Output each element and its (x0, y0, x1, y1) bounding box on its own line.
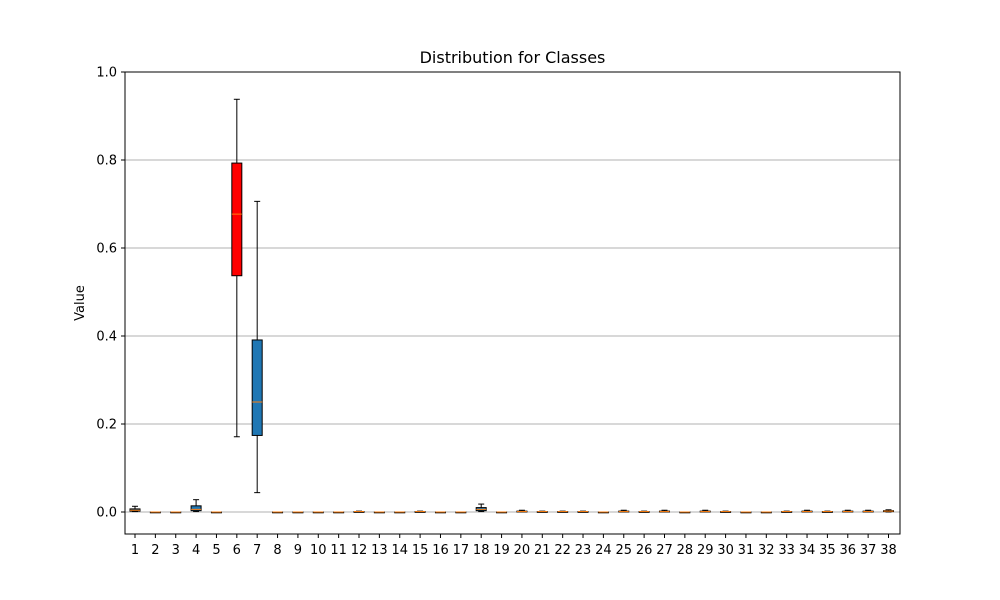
x-tick-label: 26 (636, 543, 653, 558)
box-11 (333, 511, 345, 514)
box-6 (231, 98, 243, 438)
x-tick-label: 5 (212, 543, 220, 558)
box-7 (251, 200, 263, 494)
x-tick-label: 25 (615, 543, 632, 558)
x-tick-label: 10 (310, 543, 327, 558)
x-tick-label: 9 (294, 543, 302, 558)
x-tick-label: 8 (273, 543, 281, 558)
box-19 (496, 511, 508, 514)
x-tick-label: 36 (839, 543, 856, 558)
x-tick-label: 38 (880, 543, 897, 558)
x-tick-label: 4 (192, 543, 200, 558)
x-tick-label: 23 (575, 543, 592, 558)
box-20 (516, 509, 528, 513)
box-12 (353, 510, 365, 513)
x-tick-label: 31 (738, 543, 755, 558)
x-tick-label: 24 (595, 543, 612, 558)
box-1 (129, 505, 141, 513)
box-30 (720, 510, 732, 513)
box-29 (699, 509, 711, 513)
box-25 (618, 509, 630, 513)
x-tick-label: 14 (391, 543, 408, 558)
x-tick-label: 15 (412, 543, 429, 558)
box-26 (638, 510, 650, 513)
x-tick-label: 11 (330, 543, 347, 558)
x-tick-label: 13 (371, 543, 388, 558)
x-tick-label: 30 (717, 543, 734, 558)
box-34 (801, 509, 813, 513)
box-body (251, 339, 263, 436)
x-tick-label: 18 (473, 543, 490, 558)
x-axis-ticks: 1 2 3 4 5 6 7 8 9 10 11 12 13 14 15 16 17 18 19 20 21 22 23 24 2… (131, 534, 897, 558)
y-tick-label: 0.2 (96, 418, 117, 433)
box-15 (414, 510, 426, 513)
box-22 (557, 510, 569, 513)
box-31 (740, 511, 752, 514)
x-tick-label: 6 (233, 543, 241, 558)
x-tick-label: 32 (758, 543, 775, 558)
x-tick-label: 33 (778, 543, 795, 558)
x-tick-label: 16 (432, 543, 449, 558)
box-13 (373, 511, 385, 514)
box-32 (760, 511, 772, 514)
y-tick-label: 0.4 (96, 330, 117, 345)
y-tick-label: 0.6 (96, 242, 117, 257)
box-5 (210, 511, 222, 514)
x-tick-label: 28 (677, 543, 694, 558)
box-3 (170, 511, 182, 514)
box-4 (190, 499, 202, 513)
box-37 (862, 509, 874, 513)
box-9 (292, 511, 304, 514)
x-tick-label: 17 (453, 543, 470, 558)
y-tick-label: 0.0 (96, 506, 117, 521)
box-23 (577, 510, 589, 513)
box-body (231, 162, 243, 277)
y-axis-ticks: 0.0 0.2 0.4 0.6 0.8 1.0 (96, 66, 125, 521)
y-axis-title: Value (73, 285, 88, 321)
box-10 (312, 511, 324, 514)
box-14 (394, 511, 406, 514)
x-tick-label: 34 (799, 543, 816, 558)
grid-layer (125, 71, 900, 513)
box-33 (781, 510, 793, 513)
y-tick-label: 0.8 (96, 154, 117, 169)
x-tick-label: 29 (697, 543, 714, 558)
x-tick-label: 20 (514, 543, 531, 558)
x-tick-label: 21 (534, 543, 551, 558)
x-tick-label: 27 (656, 543, 673, 558)
box-21 (536, 510, 548, 513)
x-tick-label: 7 (253, 543, 261, 558)
box-27 (658, 509, 670, 513)
x-tick-label: 12 (351, 543, 368, 558)
box-35 (821, 510, 833, 513)
box-17 (455, 511, 467, 514)
axes-frame (124, 71, 901, 535)
x-tick-label: 19 (493, 543, 510, 558)
x-tick-label: 22 (554, 543, 571, 558)
x-tick-label: 35 (819, 543, 836, 558)
box-2 (149, 511, 161, 514)
box-16 (434, 511, 446, 514)
box-36 (842, 509, 854, 513)
box-layer (129, 98, 894, 514)
box-8 (272, 511, 284, 514)
box-38 (883, 509, 894, 513)
chart-title: Distribution for Classes (420, 48, 606, 67)
x-tick-label: 37 (860, 543, 877, 558)
box-28 (679, 511, 691, 514)
box-24 (597, 511, 609, 514)
box-18 (475, 503, 487, 513)
box-body (190, 505, 202, 512)
x-tick-label: 2 (151, 543, 159, 558)
x-tick-label: 3 (172, 543, 180, 558)
x-tick-label: 1 (131, 543, 139, 558)
y-tick-label: 1.0 (96, 66, 117, 81)
